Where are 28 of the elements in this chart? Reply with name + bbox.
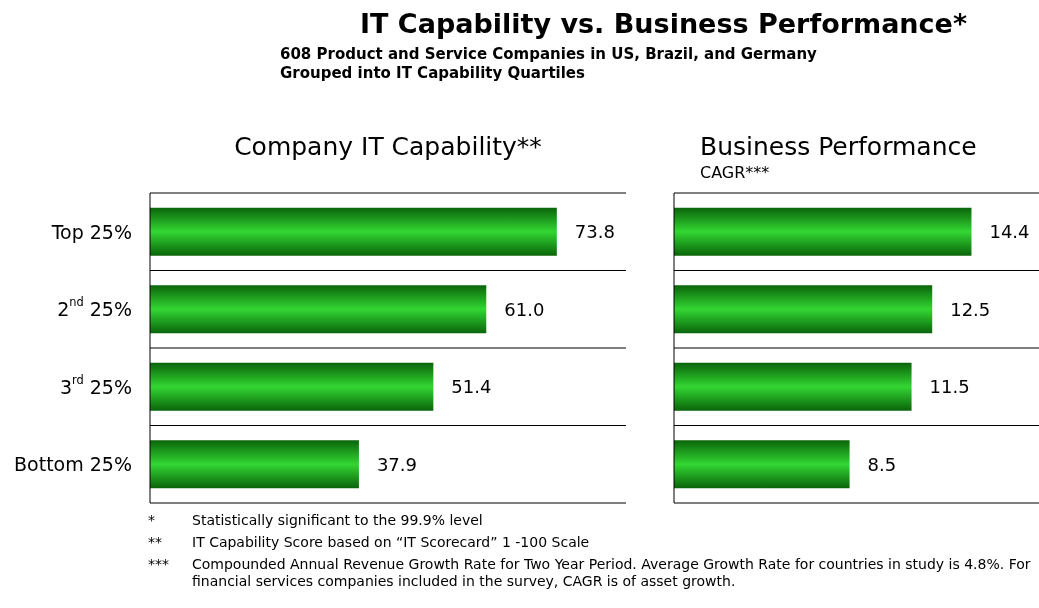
text: ** IT Capability Score based on “IT Scorecard” 1 -100 Scale — [148, 534, 590, 550]
y-tick-label: Bottom 25% — [14, 453, 132, 476]
data-label: 12.5 — [950, 298, 991, 320]
y-tick-label: 3$^{rd}$ 25% — [59, 372, 132, 398]
text: IT Capability vs. Business Performance* — [360, 8, 968, 39]
y-tick-label: 2$^{nd}$ 25% — [57, 295, 132, 321]
bar — [150, 362, 434, 411]
text: * Statistically significant to the 99.9% level — [148, 512, 483, 528]
bar — [674, 207, 972, 256]
bar — [150, 440, 359, 489]
data-label: 61.0 — [504, 298, 545, 320]
x-axis-title: Company IT Capability** — [233, 132, 543, 161]
bar — [674, 285, 933, 334]
bar — [150, 285, 487, 334]
data-label: 8.5 — [867, 453, 897, 475]
bar — [674, 362, 912, 411]
text: *** Compounded Annual Revenue Growth Rate for Two Year Period. Average Growth Rate for countries in study is 4.8%. For financial services companies included in the survey, CAGR is of asset growth. — [148, 556, 1031, 589]
data-label: 14.4 — [989, 221, 1030, 243]
data-label: 73.8 — [574, 221, 615, 243]
data-label: 37.9 — [376, 453, 418, 475]
y-tick-label: Top 25% — [50, 220, 132, 243]
bar — [150, 207, 557, 256]
chart-subtitle: CAGR*** — [700, 163, 770, 182]
chart-title: Business Performance — [700, 132, 977, 161]
data-label: 11.5 — [929, 376, 970, 398]
bar — [674, 440, 850, 489]
data-label: 51.4 — [451, 376, 492, 398]
chart-subtitle: 608 Product and Service Companies in US, Brazil, and Germany Grouped into IT Capability Quartiles — [280, 45, 817, 83]
